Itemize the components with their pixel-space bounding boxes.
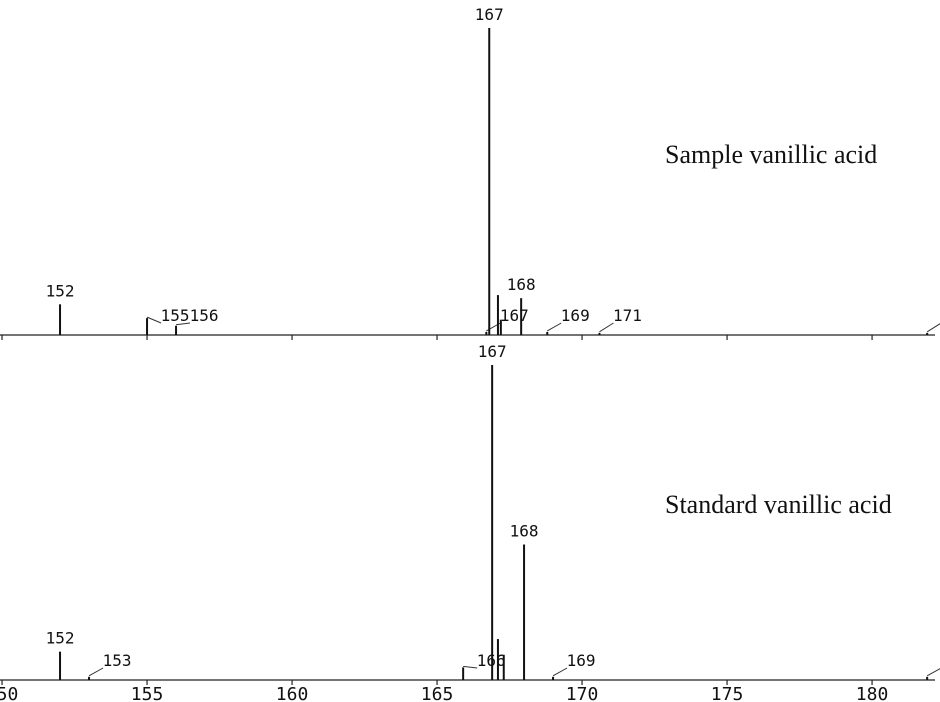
leader-line xyxy=(599,322,614,333)
peak-label: 167 xyxy=(500,306,529,325)
leader-line xyxy=(175,322,191,326)
peak-label: 153 xyxy=(103,651,132,670)
peak-label: 156 xyxy=(190,306,219,325)
panel-title: Sample vanillic acid xyxy=(665,140,877,169)
x-tick-label: 155 xyxy=(131,684,164,702)
peak-label: 152 xyxy=(46,281,75,300)
leader-line xyxy=(146,316,162,324)
x-tick-label: 170 xyxy=(566,684,599,702)
x-tick-label: 180 xyxy=(856,684,889,702)
peak-label: 166 xyxy=(477,651,506,670)
x-tick-label: 165 xyxy=(421,684,454,702)
leader-line xyxy=(463,665,478,669)
peak-label: 155 xyxy=(161,306,190,325)
leader-line xyxy=(926,668,940,677)
peak-label: 167 xyxy=(475,5,504,24)
peak-label: 152 xyxy=(46,629,75,648)
x-tick-label: 150 xyxy=(0,684,18,702)
peak-label: 167 xyxy=(478,342,507,361)
leader-line xyxy=(552,667,568,677)
panel-title: Standard vanillic acid xyxy=(665,490,892,519)
leader-line xyxy=(547,322,562,332)
peak-label: 168 xyxy=(507,275,536,294)
x-tick-label: 175 xyxy=(711,684,744,702)
leader-line xyxy=(88,667,104,677)
x-tick-label: 160 xyxy=(276,684,309,702)
peak-label: 168 xyxy=(510,522,539,541)
peak-label: 171 xyxy=(613,306,642,325)
peak-label: 169 xyxy=(567,651,596,670)
leader-line xyxy=(926,323,940,333)
peak-label: 169 xyxy=(561,306,590,325)
